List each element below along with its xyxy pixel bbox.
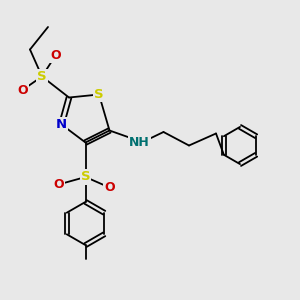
Text: O: O <box>53 178 64 191</box>
Text: S: S <box>37 70 47 83</box>
Text: S: S <box>81 170 90 184</box>
Text: N: N <box>56 118 67 131</box>
Text: O: O <box>104 181 115 194</box>
Text: O: O <box>50 49 61 62</box>
Text: S: S <box>94 88 104 101</box>
Text: O: O <box>17 83 28 97</box>
Text: NH: NH <box>129 136 150 149</box>
